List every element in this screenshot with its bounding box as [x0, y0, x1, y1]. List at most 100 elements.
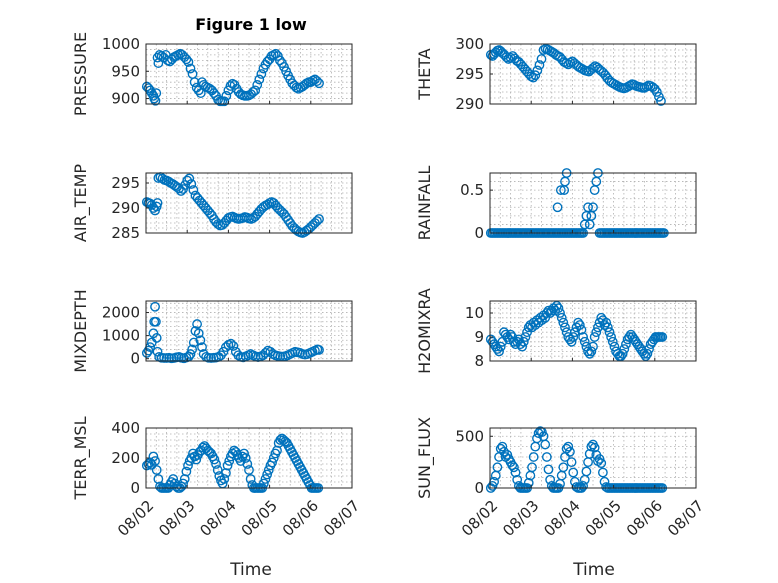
data-point: [523, 477, 534, 488]
data-point: [495, 443, 506, 454]
data-point: [588, 202, 598, 213]
data-point: [565, 446, 575, 457]
x-tick-label: 08/02: [458, 497, 501, 540]
data-point: [218, 346, 229, 357]
data-point: [602, 322, 613, 333]
data-point: [527, 462, 537, 473]
data-point: [543, 305, 554, 316]
data-point: [248, 87, 259, 97]
y-tick-label: 0: [474, 224, 484, 242]
data-point: [492, 462, 503, 473]
data-point: [619, 344, 630, 354]
data-point: [193, 328, 204, 339]
data-point: [552, 202, 563, 213]
y-tick-label: 8: [474, 352, 484, 370]
y-axis-label: AIR_TEMP: [71, 164, 91, 242]
data-point: [593, 322, 603, 333]
data-point: [188, 185, 199, 195]
data-point: [141, 460, 152, 471]
data-point: [312, 216, 322, 226]
data-point: [244, 465, 254, 475]
data-point: [245, 474, 256, 484]
data-point: [651, 87, 662, 97]
data-point: [150, 316, 161, 327]
data-point: [657, 332, 668, 342]
data-point: [189, 77, 200, 88]
data-point: [579, 336, 590, 347]
subplot-rainfall: 0 0.5 RAINFALL: [415, 166, 697, 242]
data-point: [197, 342, 207, 353]
y-tick-label: 2000: [102, 304, 140, 322]
data-point: [267, 457, 277, 468]
data-point: [512, 474, 523, 485]
y-tick-label: 0.5: [460, 181, 484, 199]
data-point: [586, 346, 597, 357]
data-point: [494, 346, 504, 357]
data-point: [222, 460, 233, 471]
subplot-theta: 290 295 300 THETA: [415, 35, 697, 113]
x-tick-label: 08/07: [320, 497, 363, 540]
data-point: [510, 467, 521, 478]
data-point: [184, 173, 195, 184]
data-point: [607, 336, 618, 347]
y-tick-label: 0: [130, 350, 140, 368]
data-point: [508, 462, 519, 473]
data-point: [260, 348, 271, 358]
x-tick-label: 08/06: [279, 497, 322, 540]
x-tick-label: 08/02: [114, 497, 157, 540]
data-point: [601, 317, 612, 328]
data-point: [192, 319, 202, 329]
x-tick-label: 08/06: [623, 497, 666, 540]
data-point: [183, 57, 194, 67]
data-point: [541, 452, 552, 462]
data-point: [556, 312, 567, 323]
data-point: [528, 72, 539, 83]
data-point: [566, 336, 577, 347]
axes-box: [145, 300, 353, 362]
data-point: [211, 459, 221, 469]
axes-box: [489, 172, 697, 234]
data-point: [589, 332, 600, 342]
y-tick-label: 10: [465, 304, 484, 322]
data-point: [558, 317, 569, 328]
data-point: [553, 303, 564, 314]
data-point: [520, 332, 531, 342]
data-point: [518, 336, 529, 347]
data-point: [213, 219, 224, 229]
data-point: [314, 78, 324, 89]
data-point: [526, 71, 537, 82]
data-point: [588, 341, 598, 352]
data-point: [314, 345, 324, 355]
data-point: [540, 439, 551, 450]
y-tick-label: 0: [474, 479, 484, 497]
y-tick-label: 1000: [102, 35, 140, 53]
data-point: [642, 348, 653, 359]
data-point: [256, 69, 267, 79]
data-point: [185, 349, 196, 359]
data-point: [195, 335, 206, 346]
data-point: [181, 54, 192, 65]
x-tick-label: 08/03: [499, 497, 542, 540]
data-point: [568, 467, 579, 478]
y-tick-label: 290: [111, 199, 140, 217]
data-point: [508, 336, 519, 347]
axes-box: [489, 300, 697, 362]
subplot-air_temp: 285 290 295 AIR_TEMP: [71, 164, 353, 242]
data-point: [314, 214, 324, 224]
data-point: [209, 454, 220, 465]
data-point: [528, 452, 539, 462]
data-point: [185, 63, 196, 74]
data-point: [505, 52, 516, 63]
data-point: [545, 474, 556, 485]
data-point: [150, 95, 161, 106]
data-point: [219, 474, 230, 484]
x-axis-label-left: Time: [229, 560, 272, 580]
y-tick-label: 285: [111, 224, 140, 242]
y-axis-label: TERR_MSL: [71, 416, 91, 500]
data-point: [225, 338, 236, 349]
y-tick-label: 290: [455, 95, 484, 113]
y-tick-label: 300: [455, 35, 484, 53]
axes-box: [145, 43, 353, 105]
data-point: [555, 185, 566, 196]
